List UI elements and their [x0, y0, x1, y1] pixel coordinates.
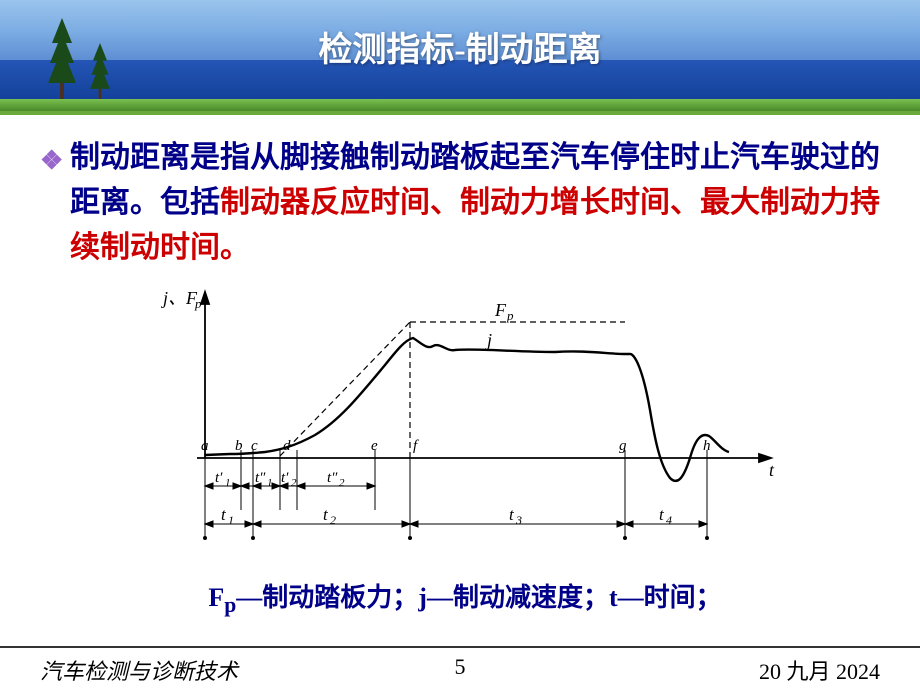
svg-text:4: 4	[666, 513, 672, 527]
point-h: h	[703, 438, 711, 454]
svg-text:2: 2	[291, 477, 297, 489]
point-a: a	[201, 438, 209, 454]
svg-text:2: 2	[339, 477, 345, 489]
svg-text:p: p	[194, 296, 202, 311]
svg-text:1: 1	[267, 477, 273, 489]
footer-date: 20 九月 2024	[759, 654, 880, 686]
svg-text:t: t	[509, 505, 515, 524]
svg-text:3: 3	[515, 513, 522, 527]
svg-text:p: p	[506, 308, 514, 323]
point-f: f	[413, 438, 419, 454]
svg-text:2: 2	[330, 513, 336, 527]
svg-text:t: t	[323, 505, 329, 524]
svg-text:t″: t″	[327, 470, 338, 486]
point-g: g	[619, 438, 627, 454]
slide-footer: 汽车检测与诊断技术 5 20 九月 2024	[0, 646, 920, 686]
slide-title: 检测指标-制动距离	[0, 22, 920, 71]
slide-content: ❖ 制动距离是指从脚接触制动踏板起至汽车停住时止汽车驶过的距离。包括制动器反应时…	[0, 115, 920, 618]
diagram-legend: Fp—制动踏板力；j—制动减速度；t—时间；	[40, 577, 890, 618]
braking-curve-diagram: j、F p t F p j	[135, 280, 795, 560]
svg-text:t″: t″	[255, 470, 266, 486]
braking-curve	[205, 338, 729, 481]
svg-text:t′: t′	[281, 470, 289, 486]
y-axis-label: j、F	[161, 288, 198, 308]
svg-text:t′: t′	[215, 470, 223, 486]
page-number: 5	[455, 654, 466, 680]
j-label: j	[485, 330, 492, 350]
slide-header: 检测指标-制动距离	[0, 0, 920, 115]
point-d: d	[283, 438, 291, 454]
svg-text:1: 1	[228, 513, 234, 527]
bullet-icon: ❖	[40, 141, 63, 180]
point-e: e	[371, 438, 378, 454]
svg-text:t: t	[659, 505, 665, 524]
svg-text:t: t	[221, 505, 227, 524]
footer-left: 汽车检测与诊断技术	[40, 654, 238, 686]
point-b: b	[235, 438, 243, 454]
main-paragraph: ❖ 制动距离是指从脚接触制动踏板起至汽车停住时止汽车驶过的距离。包括制动器反应时…	[40, 135, 890, 270]
diagram-container: j、F p t F p j	[40, 280, 890, 565]
x-axis-label: t	[769, 460, 775, 480]
fp-label: F	[494, 300, 507, 320]
svg-text:1: 1	[225, 477, 231, 489]
point-c: c	[251, 438, 258, 454]
grass-strip	[0, 99, 920, 111]
